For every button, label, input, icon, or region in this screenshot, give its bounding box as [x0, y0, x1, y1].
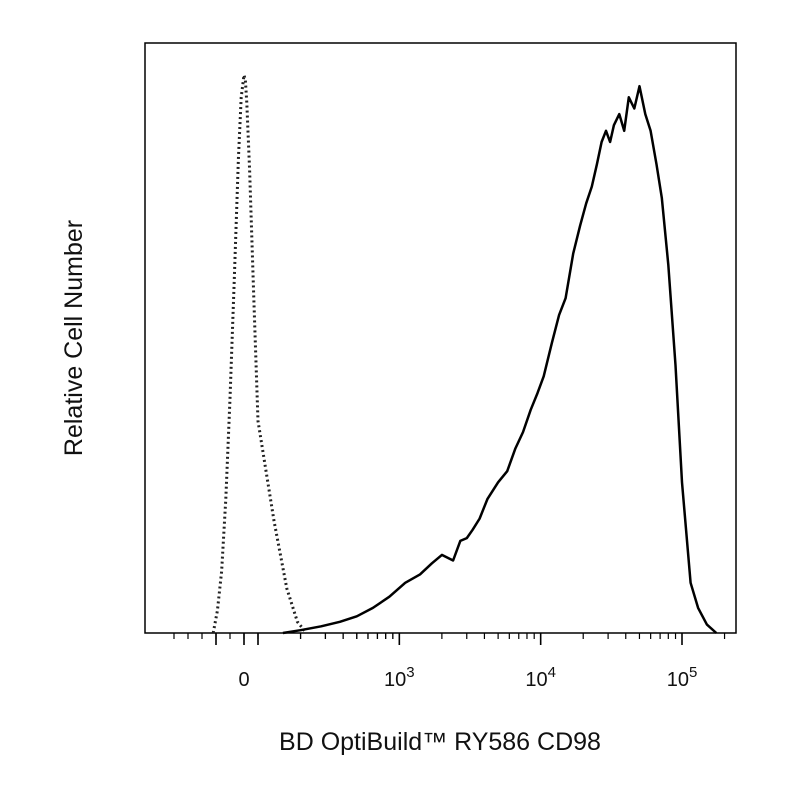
x-tick-label: 104 [525, 664, 556, 691]
minor-ticks [173, 633, 726, 639]
plot-frame [144, 42, 737, 634]
y-axis-label: Relative Cell Number [60, 220, 88, 456]
major-ticks [215, 633, 683, 645]
x-tick-label: 0 [238, 669, 249, 691]
series-layer [211, 73, 718, 635]
stained-histogram-line [282, 84, 718, 635]
x-tick-labels: 0 103 104 105 [238, 664, 697, 691]
x-tick-label: 105 [667, 664, 698, 691]
x-tick-label: 103 [384, 664, 415, 691]
x-axis-label: BD OptiBuild™ RY586 CD98 [279, 728, 601, 756]
control-histogram-line [211, 73, 308, 634]
